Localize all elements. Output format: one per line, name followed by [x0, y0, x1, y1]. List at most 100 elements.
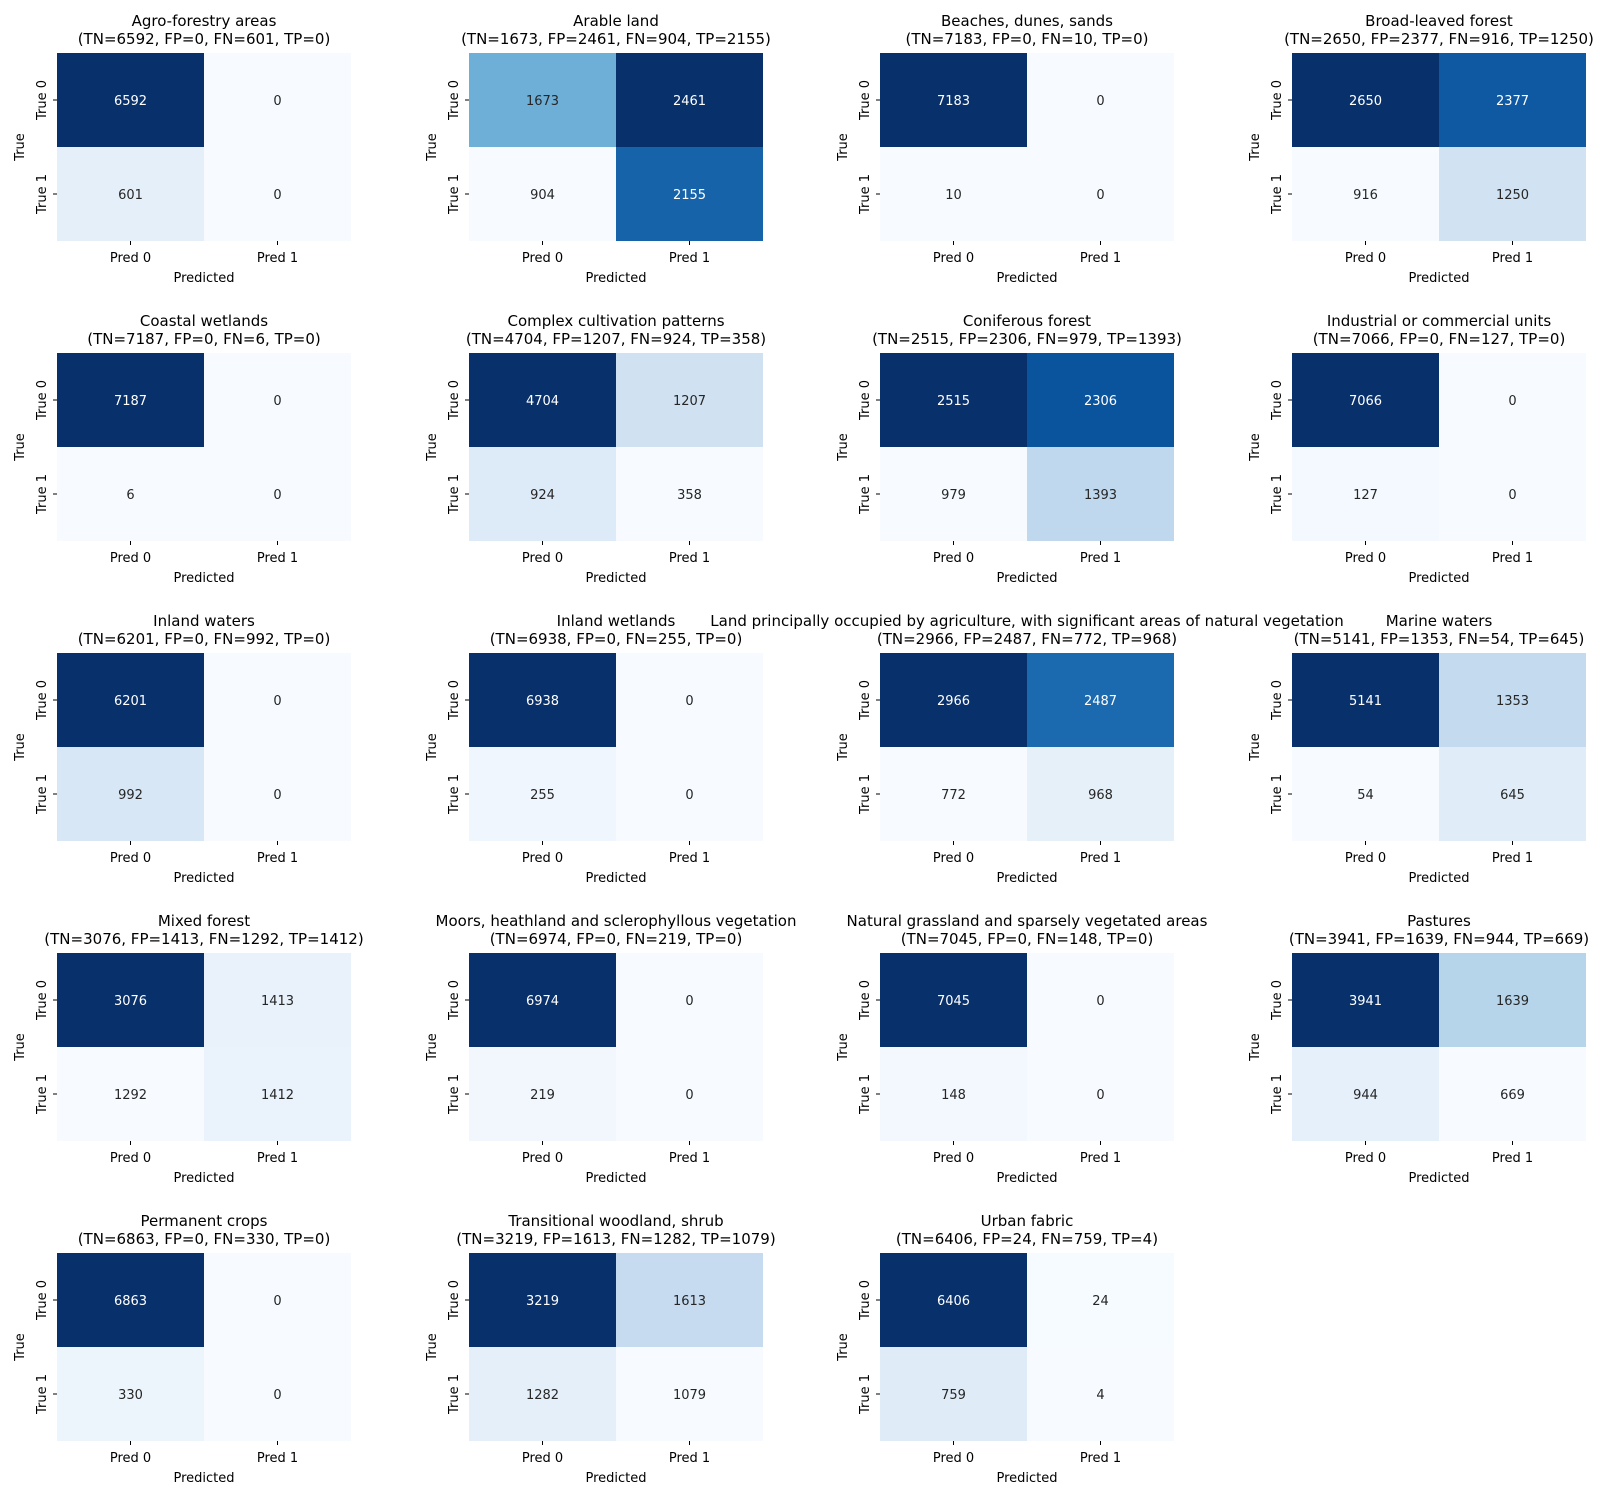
cell-value-label: 10: [945, 188, 962, 203]
chart-title: Urban fabric: [981, 1212, 1074, 1230]
chart-subtitle: (TN=7183, FP=0, FN=10, TP=0): [905, 30, 1148, 48]
heatmap-cell: [1027, 353, 1174, 447]
cell-value-label: 4: [1096, 1388, 1104, 1403]
cell-value-label: 7066: [1349, 394, 1382, 409]
x-tick-label: Pred 1: [1492, 1151, 1533, 1166]
x-tick-label: Pred 1: [257, 851, 298, 866]
cell-value-label: 24: [1092, 1294, 1109, 1309]
y-tick-label: True 0: [447, 1280, 462, 1321]
chart-subtitle: (TN=3076, FP=1413, FN=1292, TP=1412): [44, 930, 363, 948]
y-axis-label: True: [1248, 133, 1263, 162]
heatmap-cell: [469, 1253, 616, 1347]
cell-value-label: 0: [273, 694, 281, 709]
heatmap-cell: [616, 353, 763, 447]
heatmap-cell: [1027, 447, 1174, 541]
confusion-matrix-panel: Land principally occupied by agriculture…: [710, 612, 1343, 886]
heatmap-cell: [1292, 147, 1439, 241]
cell-value-label: 0: [1508, 488, 1516, 503]
chart-subtitle: (TN=3941, FP=1639, FN=944, TP=669): [1289, 930, 1589, 948]
heatmap-cell: [1439, 953, 1586, 1047]
cell-value-label: 0: [1096, 994, 1104, 1009]
heatmap-cell: [1027, 1253, 1174, 1347]
y-tick-label: True 0: [858, 380, 873, 421]
x-axis-label: Predicted: [1408, 1171, 1469, 1186]
chart-subtitle: (TN=6863, FP=0, FN=330, TP=0): [78, 1230, 331, 1248]
y-tick-label: True 0: [858, 1280, 873, 1321]
x-tick-label: Pred 1: [257, 1451, 298, 1466]
heatmap-cell: [880, 1253, 1027, 1347]
y-tick-label: True 1: [1270, 774, 1285, 815]
y-tick-label: True 1: [447, 474, 462, 515]
heatmap-cell: [1292, 53, 1439, 147]
cell-value-label: 1079: [673, 1388, 706, 1403]
cell-value-label: 2515: [937, 394, 970, 409]
y-axis-label: True: [425, 733, 440, 762]
heatmap-cell: [880, 447, 1027, 541]
y-axis-label: True: [1248, 433, 1263, 462]
heatmap-cell: [204, 53, 351, 147]
heatmap-cell: [1292, 1047, 1439, 1141]
heatmap-cell: [204, 653, 351, 747]
cell-value-label: 1282: [526, 1388, 559, 1403]
x-axis-label: Predicted: [585, 1471, 646, 1486]
y-tick-label: True 0: [35, 380, 50, 421]
y-axis-label: True: [836, 1033, 851, 1062]
x-axis-label: Predicted: [996, 571, 1057, 586]
chart-subtitle: (TN=6592, FP=0, FN=601, TP=0): [78, 30, 331, 48]
heatmap-cell: [204, 353, 351, 447]
cell-value-label: 968: [1088, 788, 1113, 803]
confusion-matrix-panel: Transitional woodland, shrub(TN=3219, FP…: [425, 1212, 776, 1486]
y-tick-label: True 1: [35, 1374, 50, 1415]
heatmap-cell: [469, 953, 616, 1047]
confusion-matrix-panel: Industrial or commercial units(TN=7066, …: [1248, 312, 1586, 586]
heatmap-cell: [1439, 447, 1586, 541]
y-tick-label: True 0: [447, 680, 462, 721]
cell-value-label: 3076: [114, 994, 147, 1009]
heatmap-cell: [1027, 953, 1174, 1047]
x-tick-label: Pred 1: [257, 551, 298, 566]
chart-title: Land principally occupied by agriculture…: [710, 612, 1343, 630]
heatmap-cell: [880, 147, 1027, 241]
y-tick-label: True 0: [858, 980, 873, 1021]
cell-value-label: 6592: [114, 94, 147, 109]
y-axis-label: True: [425, 1033, 440, 1062]
x-axis-label: Predicted: [996, 1171, 1057, 1186]
heatmap-cell: [469, 147, 616, 241]
cell-value-label: 1393: [1084, 488, 1117, 503]
chart-subtitle: (TN=2650, FP=2377, FN=916, TP=1250): [1284, 30, 1594, 48]
cell-value-label: 601: [118, 188, 143, 203]
x-tick-label: Pred 1: [669, 1151, 710, 1166]
confusion-matrix-panel: Complex cultivation patterns(TN=4704, FP…: [425, 312, 766, 586]
confusion-matrix-panel: Inland waters(TN=6201, FP=0, FN=992, TP=…: [13, 612, 351, 886]
confusion-matrix-panel: Permanent crops(TN=6863, FP=0, FN=330, T…: [13, 1212, 351, 1486]
confusion-matrix-panel: Marine waters(TN=5141, FP=1353, FN=54, T…: [1248, 612, 1586, 886]
cell-value-label: 0: [273, 394, 281, 409]
x-tick-label: Pred 0: [1345, 251, 1386, 266]
cell-value-label: 0: [273, 188, 281, 203]
heatmap-cell: [880, 747, 1027, 841]
cell-value-label: 1412: [261, 1088, 294, 1103]
x-axis-label: Predicted: [585, 871, 646, 886]
cell-value-label: 0: [273, 1388, 281, 1403]
x-tick-label: Pred 1: [669, 851, 710, 866]
heatmap-cell: [469, 653, 616, 747]
x-tick-label: Pred 0: [933, 551, 974, 566]
y-tick-label: True 0: [35, 680, 50, 721]
y-tick-label: True 1: [447, 774, 462, 815]
cell-value-label: 2377: [1496, 94, 1529, 109]
cell-value-label: 2155: [673, 188, 706, 203]
y-tick-label: True 1: [1270, 1074, 1285, 1115]
x-axis-label: Predicted: [173, 1471, 234, 1486]
cell-value-label: 2487: [1084, 694, 1117, 709]
cell-value-label: 330: [118, 1388, 143, 1403]
heatmap-cell: [469, 1347, 616, 1441]
cell-value-label: 219: [530, 1088, 555, 1103]
y-axis-label: True: [13, 733, 28, 762]
heatmap-cell: [1292, 653, 1439, 747]
y-tick-label: True 0: [35, 1280, 50, 1321]
confusion-matrix-panel: Beaches, dunes, sands(TN=7183, FP=0, FN=…: [836, 12, 1174, 286]
heatmap-cell: [1292, 447, 1439, 541]
heatmap-cell: [1027, 147, 1174, 241]
cell-value-label: 0: [1096, 1088, 1104, 1103]
cell-value-label: 2461: [673, 94, 706, 109]
